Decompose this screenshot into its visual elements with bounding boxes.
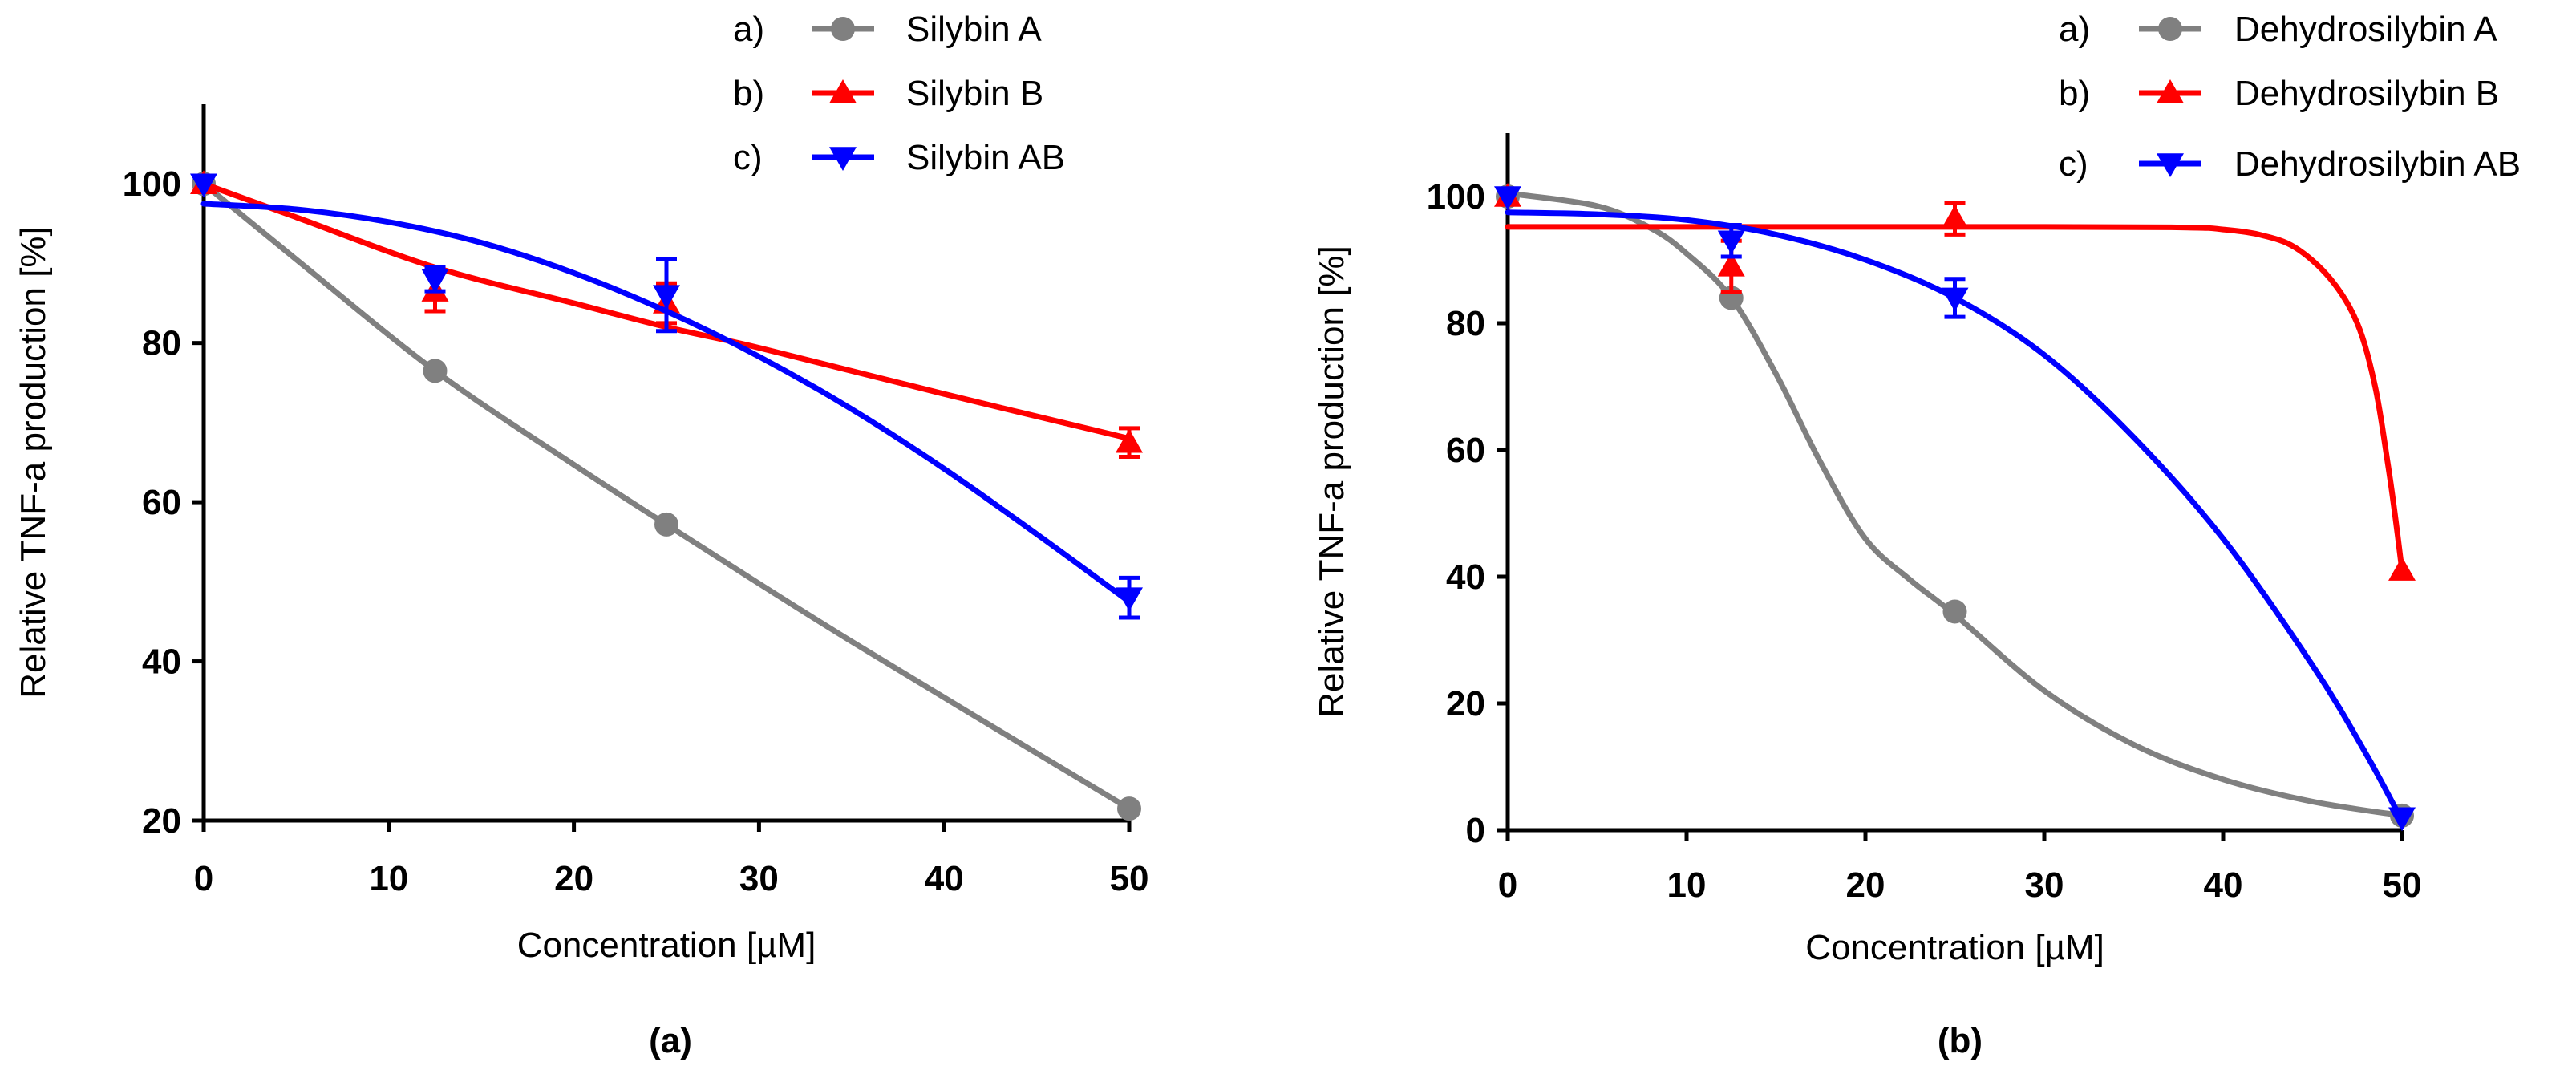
legend-item: c) Silybin AB	[733, 138, 1065, 177]
legend-marker	[2158, 17, 2182, 41]
series-silybin-ab	[190, 173, 1143, 620]
data-point	[1941, 205, 1969, 229]
legend-label: Dehydrosilybin AB	[2234, 144, 2521, 184]
series-line	[1505, 209, 2405, 824]
y-tick-label: 100	[1427, 177, 1485, 217]
data-point	[654, 512, 678, 537]
legend-label: Dehydrosilybin A	[2234, 10, 2497, 49]
x-axis-title: Concentration [µM]	[1805, 928, 2104, 967]
series-line	[200, 201, 1132, 605]
series-line	[200, 180, 1132, 442]
x-tick-label: 0	[194, 859, 213, 898]
panel-label: (b)	[1938, 1021, 1983, 1060]
legend-prefix: a)	[2059, 10, 2090, 49]
legend-item: c) Dehydrosilybin AB	[2059, 144, 2521, 184]
data-point	[421, 269, 449, 294]
data-point	[2388, 807, 2416, 832]
legend-marker	[829, 79, 857, 103]
legend-prefix: b)	[2059, 74, 2090, 113]
panel-label: (a)	[649, 1021, 692, 1060]
legend-label: Silybin AB	[906, 138, 1065, 177]
data-point	[653, 285, 680, 310]
y-axis-title: Relative TNF-a production [%]	[14, 226, 53, 699]
data-point	[1494, 186, 1521, 210]
data-point	[1116, 428, 1143, 453]
data-point	[1116, 587, 1143, 612]
legend-marker	[2157, 79, 2184, 103]
x-tick-label: 20	[1846, 865, 1885, 905]
legend-item: b) Silybin B	[733, 74, 1043, 113]
data-point	[2388, 557, 2416, 581]
x-tick-label: 40	[925, 859, 964, 898]
legend-item: a) Silybin A	[733, 10, 1042, 49]
data-point	[1717, 230, 1745, 255]
data-point	[190, 173, 217, 198]
legend-label: Dehydrosilybin B	[2234, 74, 2499, 113]
x-tick-label: 50	[2383, 865, 2422, 905]
x-axis-title: Concentration [µM]	[517, 926, 816, 965]
legend-marker	[829, 147, 857, 171]
y-tick-label: 0	[1466, 811, 1485, 850]
chart-panel-a: 0 10 20 30 40 50 20 40 60 80 100 Concentration [µM]…	[14, 10, 1148, 1060]
series-line	[1505, 224, 2405, 573]
legend-label: Silybin B	[906, 74, 1043, 113]
y-tick-label: 40	[1446, 557, 1485, 597]
x-tick-label: 30	[2025, 865, 2064, 905]
legend-marker	[2157, 153, 2184, 177]
x-tick-label: 10	[369, 859, 408, 898]
x-tick-label: 30	[739, 859, 779, 898]
data-point	[1117, 796, 1141, 821]
legend-prefix: a)	[733, 10, 764, 49]
x-tick-label: 40	[2204, 865, 2243, 905]
legend-prefix: b)	[733, 74, 764, 113]
x-tick-label: 50	[1110, 859, 1149, 898]
x-tick-label: 20	[554, 859, 593, 898]
series-line	[1505, 190, 2405, 819]
y-axis-title: Relative TNF-a production [%]	[1312, 245, 1351, 718]
series-dehydrosilybin-b	[1494, 183, 2416, 581]
series-dehydrosilybin-ab	[1494, 186, 2416, 832]
x-tick-label: 10	[1667, 865, 1707, 905]
legend-label: Silybin A	[906, 10, 1042, 49]
legend-marker	[831, 17, 855, 41]
x-tick-label: 0	[1498, 865, 1517, 905]
y-tick-label: 80	[142, 324, 181, 363]
data-point	[423, 359, 448, 383]
chart-panel-b: 0 10 20 30 40 50 0 20 40 60 80 100 Concentration [µM…	[1312, 10, 2521, 1060]
data-point	[1717, 252, 1745, 277]
legend-item: a) Dehydrosilybin A	[2059, 10, 2497, 49]
data-point	[1941, 287, 1969, 312]
y-tick-label: 20	[142, 801, 181, 841]
y-tick-label: 60	[1446, 431, 1485, 470]
data-point	[1942, 599, 1967, 624]
y-tick-label: 60	[142, 483, 181, 522]
legend-prefix: c)	[733, 138, 763, 177]
y-tick-label: 40	[142, 642, 181, 682]
y-tick-label: 80	[1446, 304, 1485, 343]
legend-prefix: c)	[2059, 144, 2088, 184]
legend-item: b) Dehydrosilybin B	[2059, 74, 2499, 113]
series-line	[200, 180, 1132, 812]
y-tick-label: 20	[1446, 684, 1485, 723]
y-tick-label: 100	[123, 164, 181, 204]
